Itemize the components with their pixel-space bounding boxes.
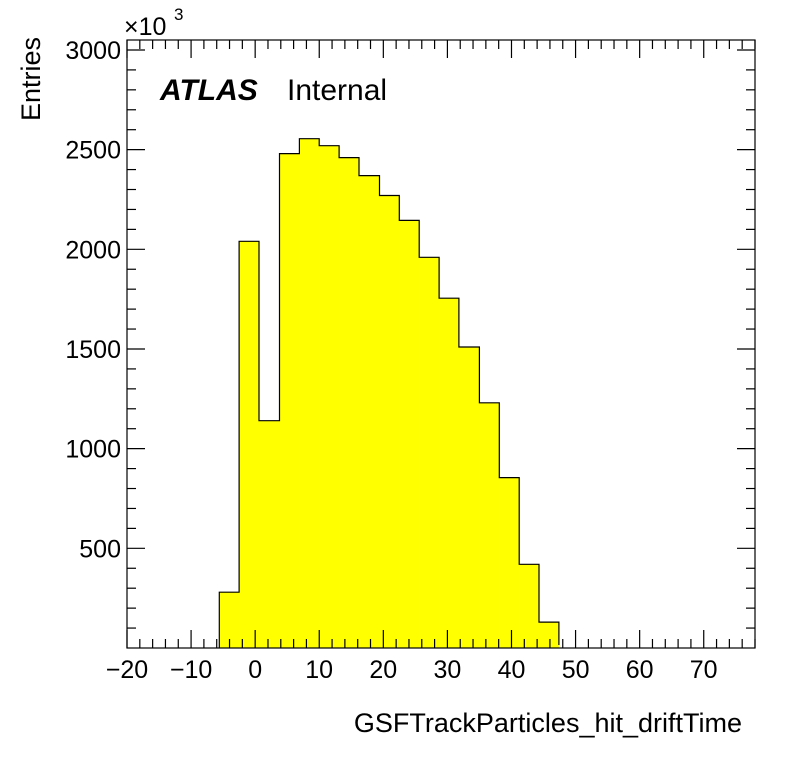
histogram-bar [439,298,459,648]
histogram-bar [479,402,500,648]
y-tick-label: 500 [79,535,121,563]
histogram-bar [339,157,359,648]
x-tick-label: 40 [498,656,526,684]
plot-frame [126,39,756,649]
y-tick-label: 2500 [65,137,121,165]
histogram-bar [259,420,280,648]
y-axis-title: Entries [16,37,46,121]
y-tick-labels: 500 1000 1500 2000 2500 3000 [65,37,121,563]
x-tick-label: −20 [106,656,148,684]
y-multiplier-exponent: 3 [174,5,183,24]
histogram-bar [239,241,259,649]
x-tick-label: 50 [562,656,590,684]
x-tick-label: 70 [690,656,718,684]
histogram-bar [299,138,320,648]
y-tick-label: 3000 [65,37,121,65]
histogram-bar [279,153,300,648]
y-tick-label: 2000 [65,236,121,264]
x-tick-label: −10 [170,656,212,684]
x-tick-label: 30 [433,656,461,684]
histogram-bar [458,347,480,648]
histogram-outline [218,138,560,648]
x-tick-label: 60 [626,656,654,684]
x-tick-label: 20 [369,656,397,684]
histogram-bar [419,257,440,648]
histogram-bar [219,592,240,648]
atlas-status-label: Internal [287,74,387,107]
x-tick-labels: −20 −10 0 10 20 30 40 50 60 70 [106,656,718,684]
histogram-bar [379,195,400,648]
histogram-bars [219,138,559,649]
histogram-bar [539,622,559,648]
y-tick-label: 1000 [65,436,121,464]
histogram-bar [399,220,420,648]
axis-ticks [126,40,756,648]
atlas-label: ATLAS [159,74,258,107]
y-tick-label: 1500 [65,336,121,364]
y-multiplier: ×10 [124,13,166,41]
histogram-bar [519,564,540,648]
x-tick-label: 0 [248,656,262,684]
x-tick-label: 10 [305,656,333,684]
x-axis-title: GSFTrackParticles_hit_driftTime [354,708,742,738]
histogram-bar [359,175,380,648]
histogram-bar [499,477,520,648]
histogram-bar [319,145,340,648]
